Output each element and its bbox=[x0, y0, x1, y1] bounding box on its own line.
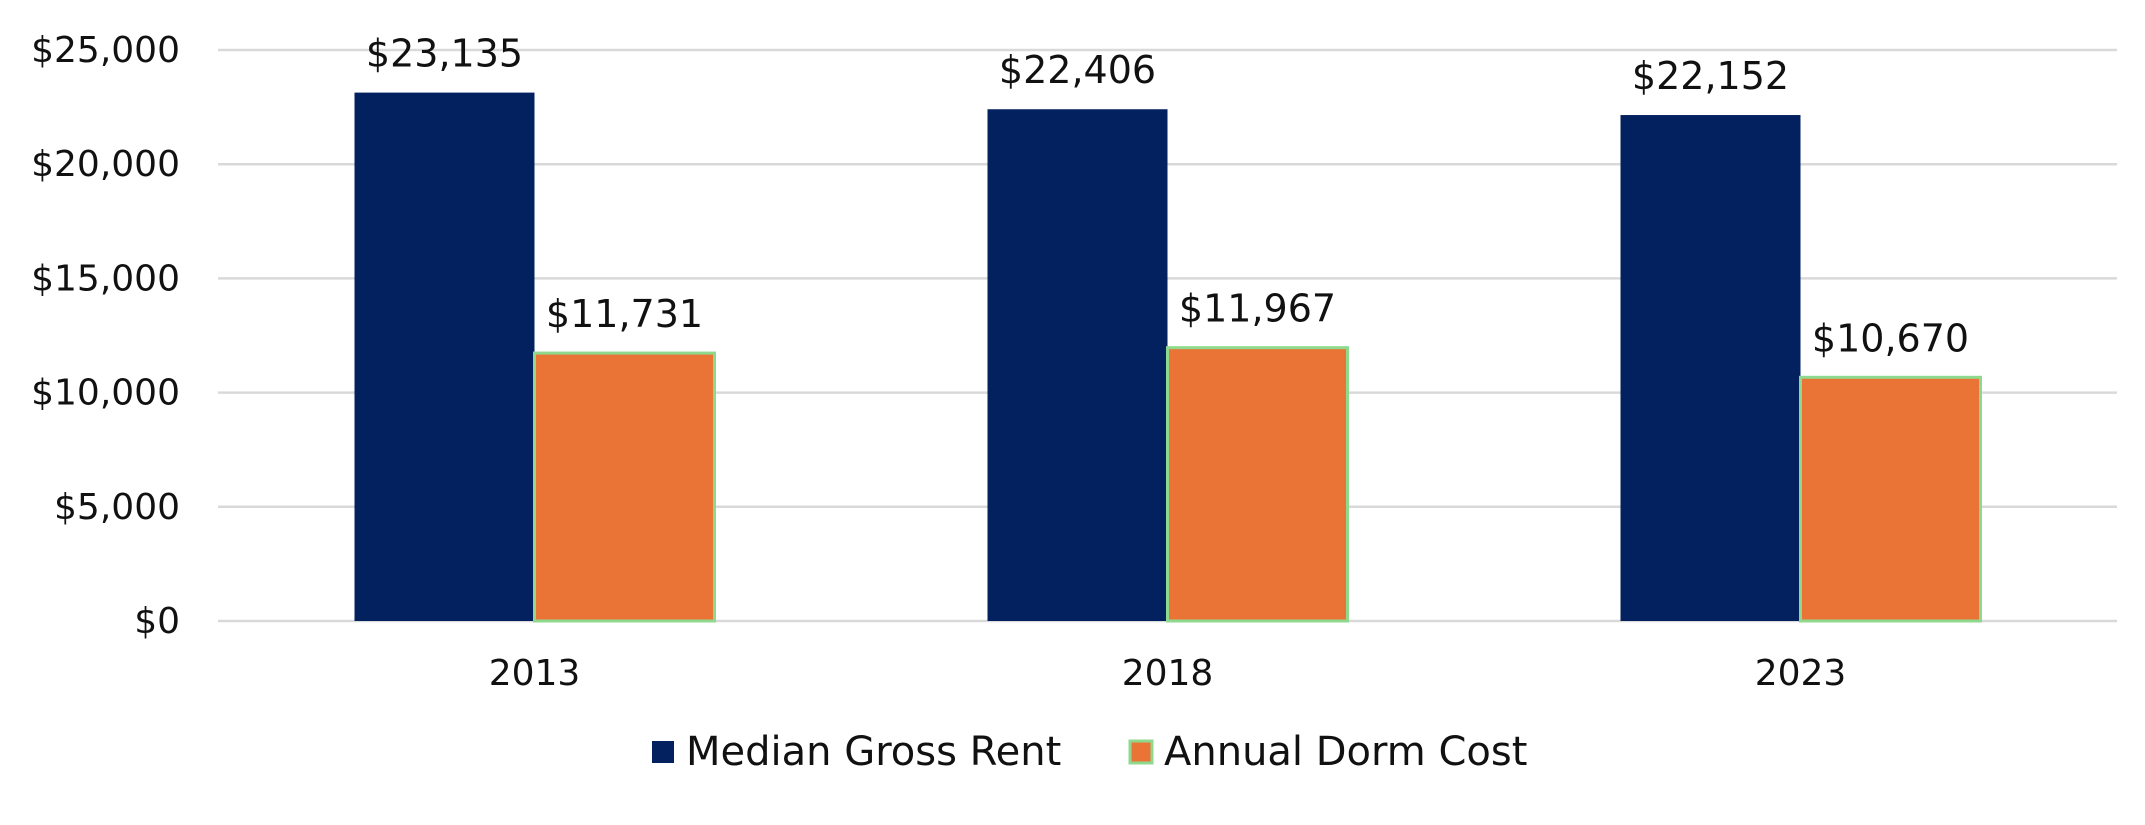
data-label: $11,967 bbox=[1179, 287, 1336, 331]
bar-median-gross-rent-2023 bbox=[1620, 115, 1801, 622]
data-label: $11,731 bbox=[546, 292, 703, 336]
bar-annual-dorm-cost-2018 bbox=[1166, 346, 1349, 623]
y-tick-label: $25,000 bbox=[31, 30, 180, 71]
bar-annual-dorm-cost-2023 bbox=[1799, 375, 1982, 623]
legend-swatch bbox=[1128, 739, 1154, 765]
x-axis: 2013 2018 2023 bbox=[489, 653, 1847, 694]
x-tick-label: 2013 bbox=[489, 653, 581, 694]
bar-median-gross-rent-2018 bbox=[987, 109, 1168, 622]
y-tick-label: $5,000 bbox=[54, 487, 180, 528]
y-tick-label: $0 bbox=[134, 601, 180, 642]
y-tick-label: $10,000 bbox=[31, 373, 180, 414]
data-label: $22,406 bbox=[999, 48, 1156, 92]
x-tick-label: 2018 bbox=[1122, 653, 1214, 694]
legend-label: Annual Dorm Cost bbox=[1164, 729, 1527, 775]
data-label: $23,135 bbox=[366, 32, 523, 76]
legend: Median Gross Rent Annual Dorm Cost bbox=[652, 729, 1527, 775]
legend-label: Median Gross Rent bbox=[686, 729, 1061, 775]
y-tick-label: $20,000 bbox=[31, 144, 180, 185]
bar-median-gross-rent-2013 bbox=[354, 92, 535, 621]
y-tick-label: $15,000 bbox=[31, 258, 180, 299]
y-axis: $0 $5,000 $10,000 $15,000 $20,000 $25,000 bbox=[31, 30, 180, 642]
bar-annual-dorm-cost-2013 bbox=[533, 351, 716, 623]
data-label: $10,670 bbox=[1812, 316, 1969, 360]
legend-swatch bbox=[652, 741, 674, 763]
x-tick-label: 2023 bbox=[1755, 653, 1847, 694]
bars: $23,135 $11,731 $22,406 $11,967 $22,152 $10,6… bbox=[354, 32, 1982, 623]
data-label: $22,152 bbox=[1632, 54, 1789, 98]
